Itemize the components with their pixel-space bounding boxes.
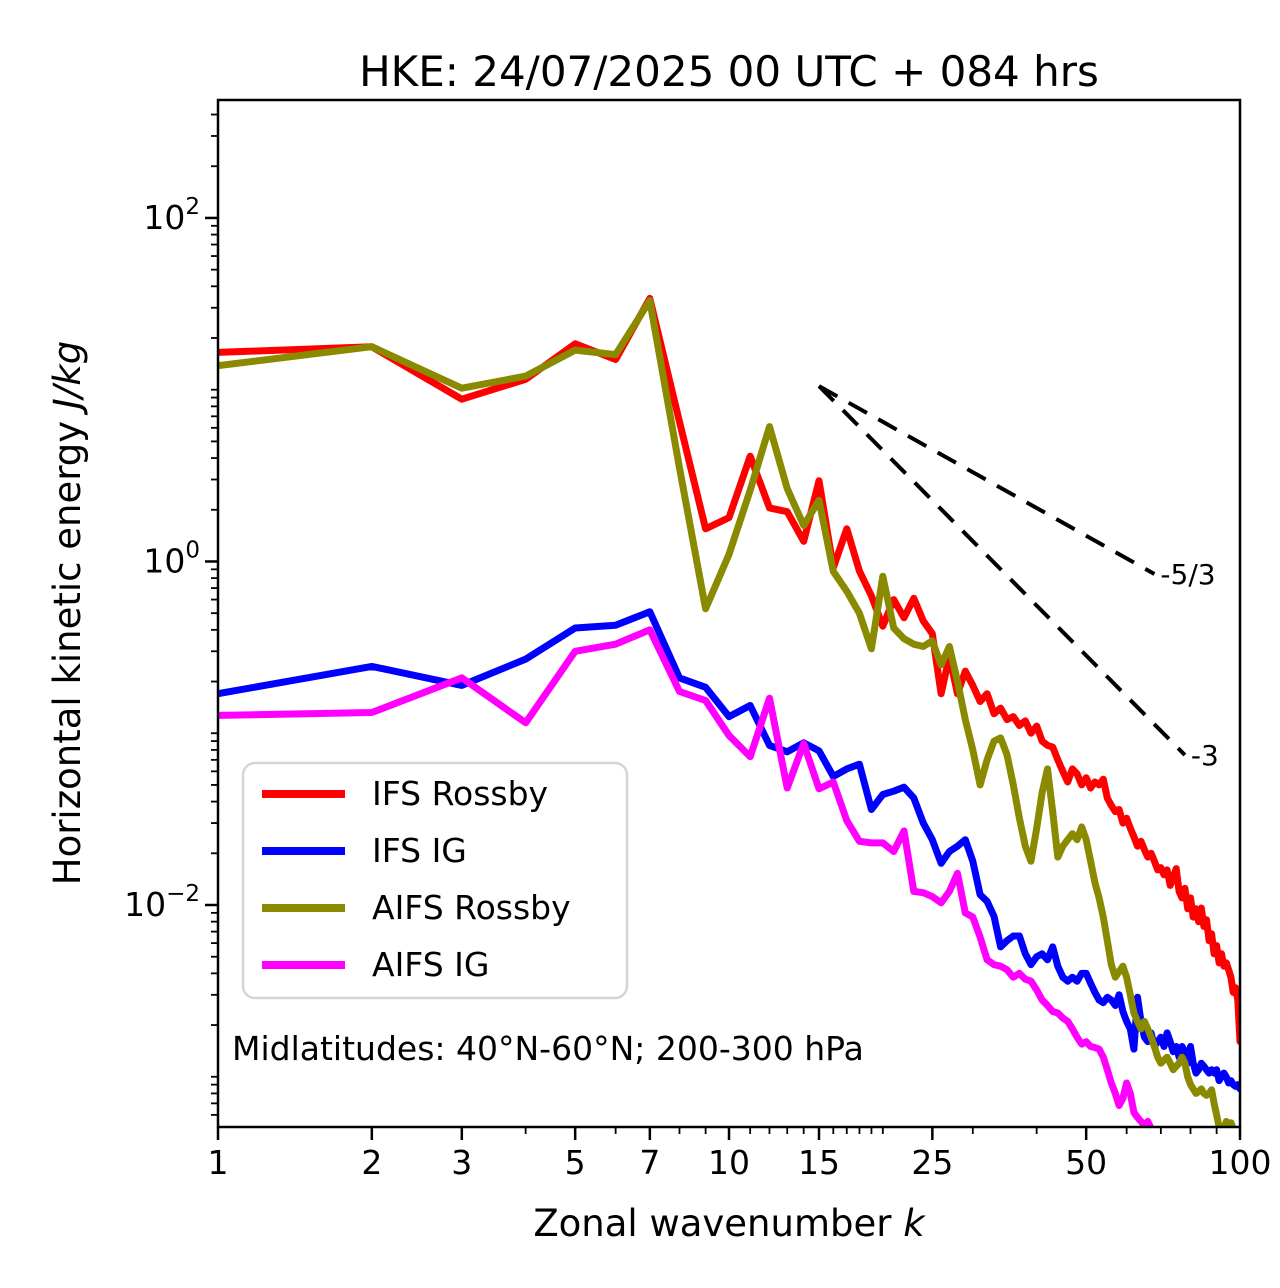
x-axis-label-text: Zonal wavenumber: [533, 1202, 903, 1245]
y-tick-label-1e2: 102: [143, 194, 200, 237]
legend-label-aifs-rossby: AIFS Rossby: [372, 888, 571, 927]
reference-line-minus-five-thirds: [818, 384, 1156, 576]
y-tick-label-1e−2: 10−2: [124, 881, 200, 924]
y-axis-label: Horizontal kinetic energy J/kg: [46, 341, 89, 885]
slope-label-minus-five-thirds: -5/3: [1160, 558, 1215, 591]
legend-label-ifs-rossby: IFS Rossby: [372, 774, 548, 813]
y-axis-label-symbol: J/kg: [46, 341, 89, 416]
x-tick-label-50: 50: [1065, 1143, 1107, 1182]
legend-label-ifs-ig: IFS IG: [372, 831, 467, 870]
x-tick-label-7: 7: [639, 1143, 660, 1182]
series-line-aifs-ig: [218, 626, 1155, 1127]
series-line-ifs-rossby: [218, 294, 1240, 1046]
x-axis-label: Zonal wavenumber k: [533, 1202, 926, 1245]
x-axis-label-symbol: k: [903, 1202, 926, 1245]
x-tick-label-3: 3: [451, 1143, 472, 1182]
spectra-curves: [218, 294, 1240, 1127]
x-tick-label-1: 1: [208, 1143, 229, 1182]
slope-label-minus-three: -3: [1191, 739, 1219, 772]
x-tick-label-2: 2: [361, 1143, 382, 1182]
y-tick-label-1e0: 100: [143, 537, 200, 580]
x-tick-label-100: 100: [1209, 1143, 1272, 1182]
x-tick-label-15: 15: [798, 1143, 840, 1182]
legend-box: [241, 761, 629, 1000]
plot-border: [216, 98, 1242, 1129]
reference-slope-lines: [817, 384, 1187, 757]
reference-line-minus-three: [817, 384, 1187, 757]
x-tick-label-25: 25: [911, 1143, 953, 1182]
x-tick-label-10: 10: [708, 1143, 750, 1182]
legend-label-aifs-ig: AIFS IG: [372, 945, 489, 984]
series-line-aifs-rossby: [218, 297, 1237, 1127]
x-tick-label-5: 5: [565, 1143, 586, 1182]
chart-title: HKE: 24/07/2025 00 UTC + 084 hrs: [359, 47, 1099, 96]
series-line-ifs-ig: [218, 608, 1240, 1093]
axis-tick-labels: 1 2 3 5 7 10 15 25 50 100 102 100 10−2: [124, 194, 1271, 1182]
legend: IFS Rossby IFS IG AIFS Rossby AIFS IG: [241, 761, 629, 1000]
annotation-text: Midlatitudes: 40°N-60°N; 200-300 hPa: [232, 1029, 864, 1068]
y-axis-label-text: Horizontal kinetic energy: [46, 409, 89, 885]
